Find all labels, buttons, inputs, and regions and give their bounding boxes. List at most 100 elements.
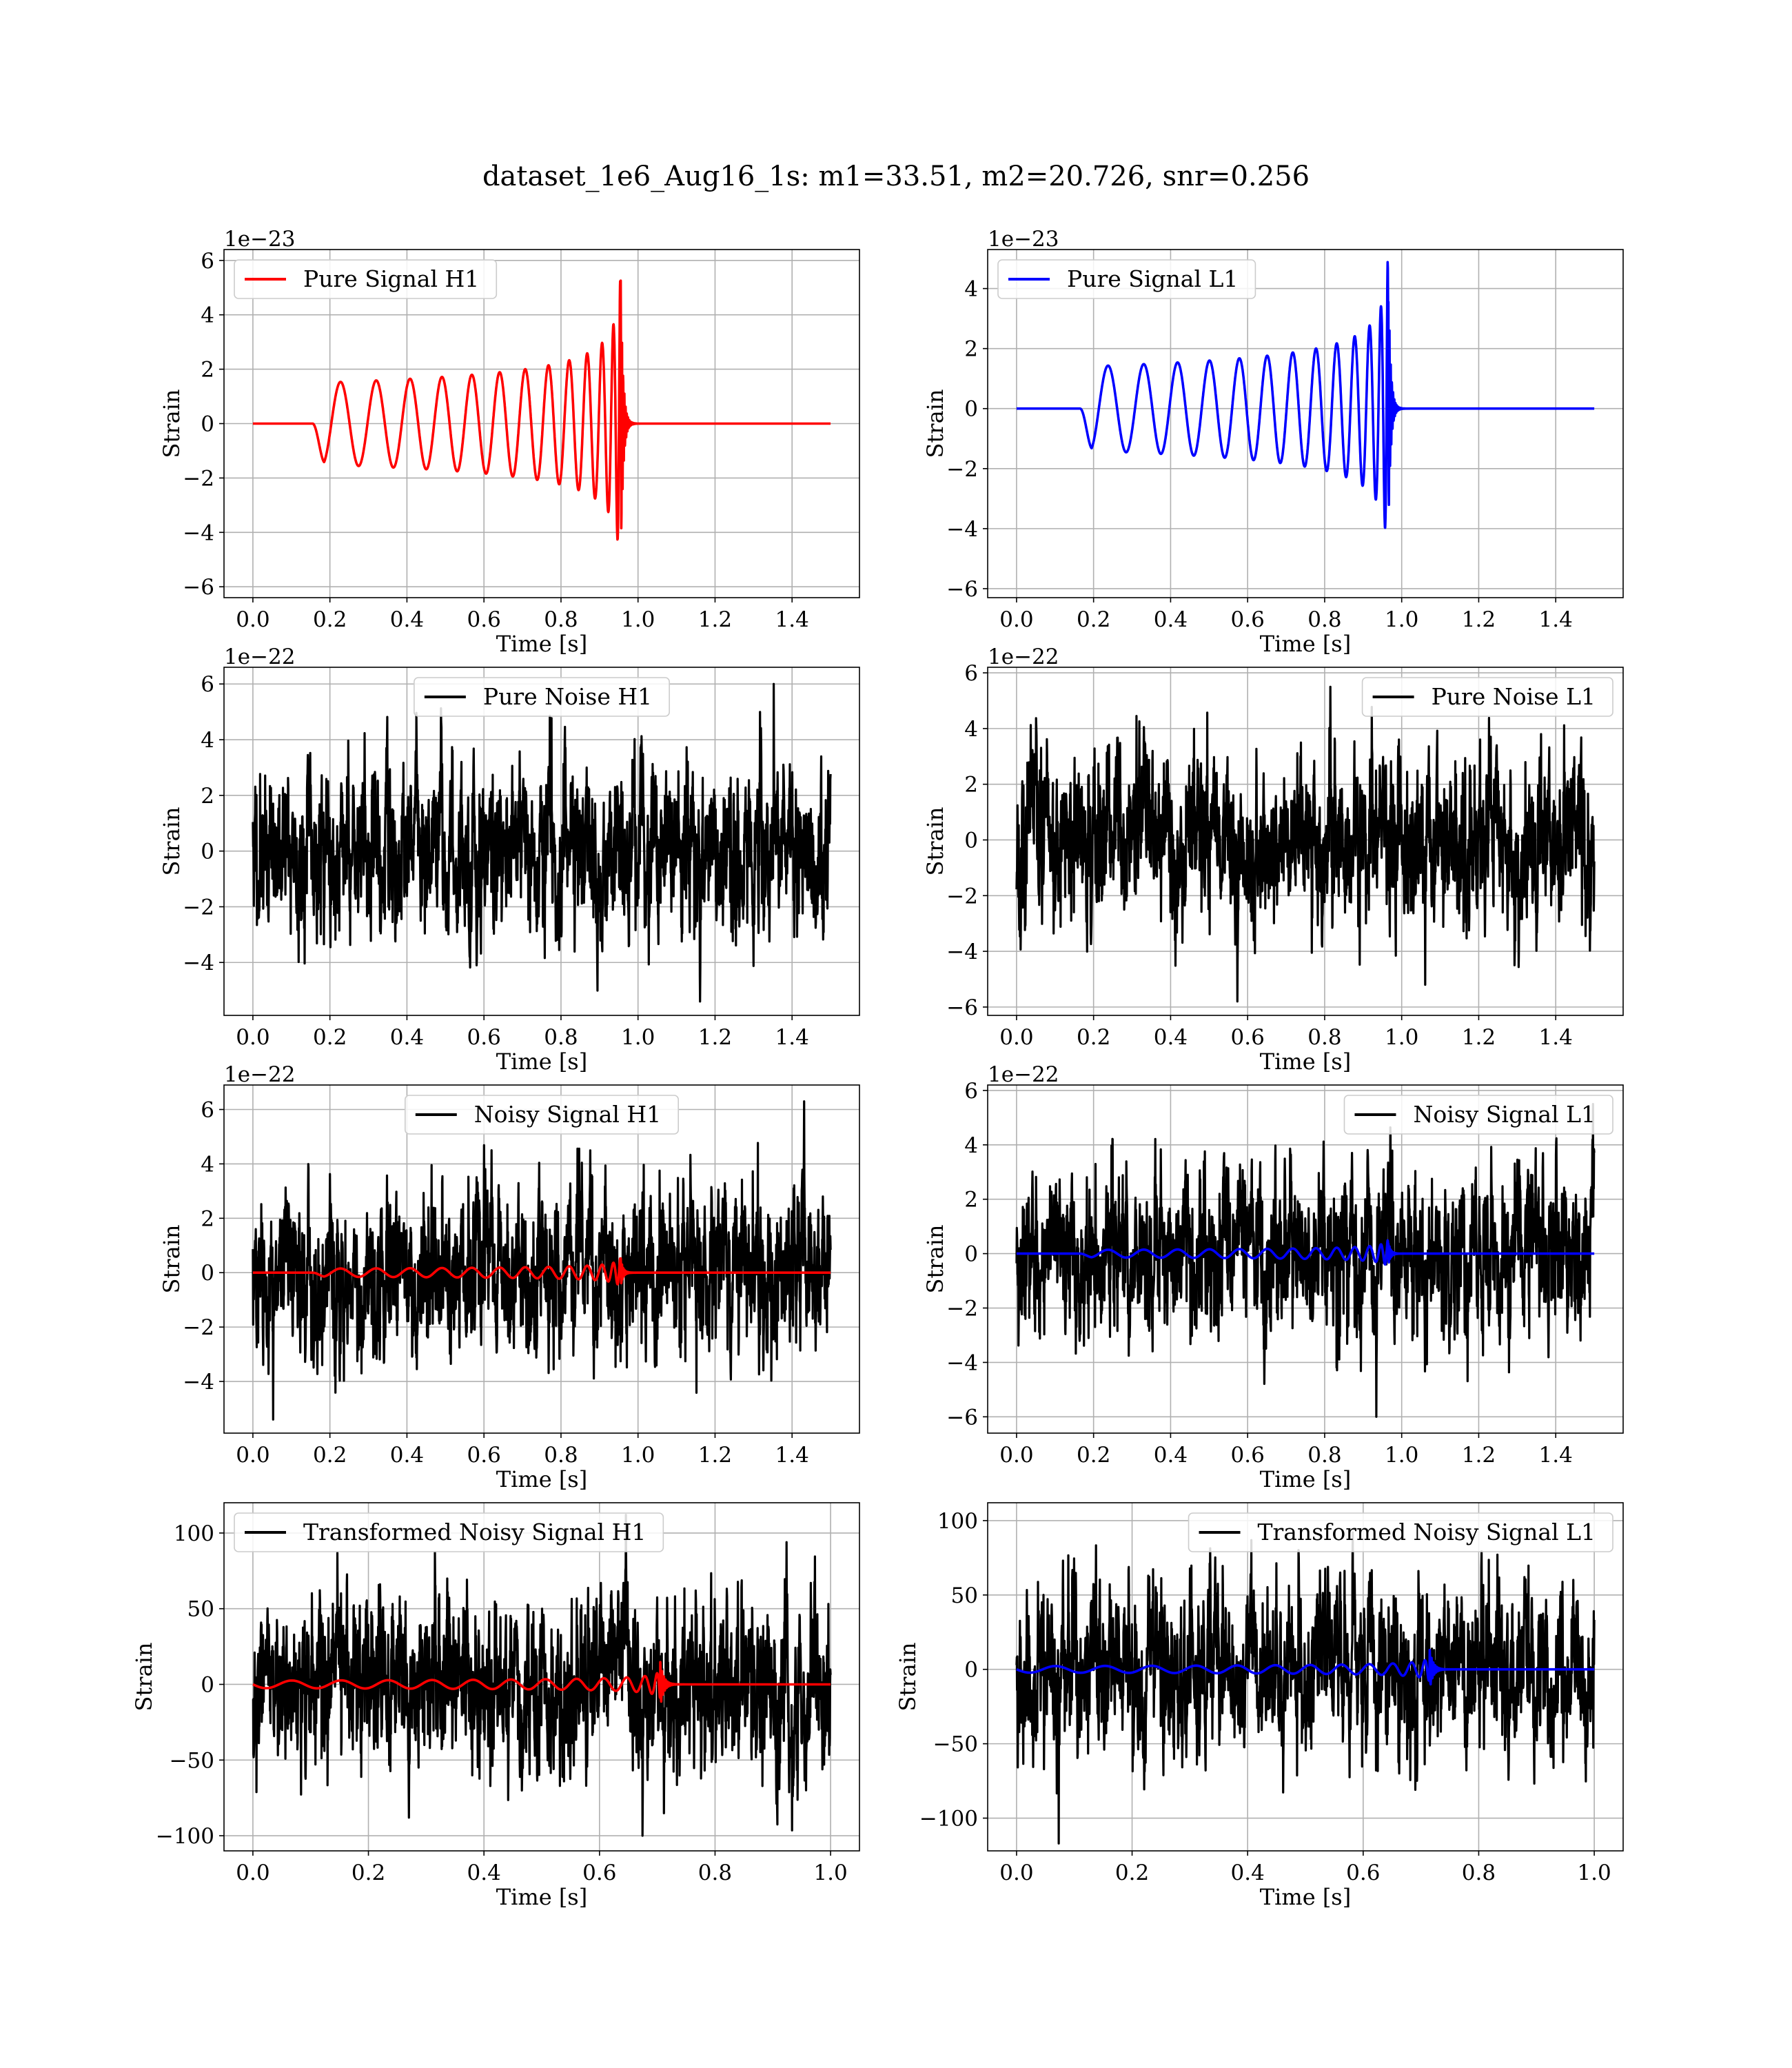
y-tick-label: 0	[964, 1658, 978, 1683]
y-tick-label: 4	[201, 303, 214, 328]
axes-frame	[987, 249, 1624, 598]
y-tick-label: −50	[170, 1748, 214, 1773]
x-axis-label: Time [s]	[496, 1466, 587, 1492]
x-tick-label: 0.0	[236, 1861, 269, 1885]
x-tick-label: 0.4	[390, 607, 424, 632]
x-tick-label: 0.6	[1231, 607, 1265, 632]
legend: Transformed Noisy Signal H1	[234, 1512, 664, 1552]
y-tick-label: −4	[946, 1350, 978, 1375]
subplot-transformed_noisy_signal_h1: 0.0 0.2 0.4 0.6 0.8 1.0 −100 −50 0 50 100 Time [s] S…	[131, 1502, 860, 1910]
y-tick-label: −50	[933, 1732, 978, 1757]
y-tick-label: 2	[964, 1188, 978, 1213]
legend: Transformed Noisy Signal L1	[1188, 1512, 1613, 1552]
x-tick-label: 1.0	[813, 1861, 847, 1885]
x-tick-label: 0.0	[236, 1025, 269, 1050]
x-axis-label: Time [s]	[496, 1884, 587, 1910]
x-axis-label: Time [s]	[496, 631, 587, 657]
legend: Pure Signal L1	[997, 259, 1256, 299]
axes-frame	[223, 1502, 860, 1852]
y-tick-label: 2	[201, 1206, 214, 1231]
y-tick-label: 0	[964, 1242, 978, 1267]
y-axis-label: Strain	[922, 389, 948, 458]
x-axis-label: Time [s]	[496, 1048, 587, 1075]
y-tick-label: −6	[946, 995, 978, 1020]
axes-frame	[223, 1084, 860, 1434]
y-axis-label: Strain	[159, 389, 185, 458]
noise-series-line	[252, 1100, 832, 1421]
axis-offset-label: 1e−22	[988, 645, 1059, 669]
x-tick-label: 1.4	[1539, 607, 1573, 632]
y-tick-label: 2	[201, 358, 214, 383]
y-axis-label: Strain	[895, 1643, 921, 1712]
signal-series-line	[1015, 1648, 1596, 1686]
x-tick-label: 0.8	[1307, 607, 1341, 632]
x-tick-label: 0.2	[1077, 607, 1110, 632]
y-tick-label: −100	[919, 1807, 978, 1832]
plot-area	[988, 250, 1623, 598]
x-tick-label: 0.0	[999, 1025, 1033, 1050]
x-tick-label: 0.4	[1154, 1443, 1188, 1468]
y-tick-label: 2	[964, 773, 978, 798]
noise-series-line	[1015, 1531, 1596, 1845]
legend-box	[1188, 1512, 1613, 1552]
y-axis-label: Strain	[131, 1643, 157, 1712]
subplot-grid: 0.0 0.2 0.4 0.6 0.8 1.0 1.2 1.4 −6 −4 −2 0 2 4 6 Time […	[131, 227, 1624, 1910]
axis-offset-label: 1e−22	[224, 645, 296, 669]
x-tick-label: 0.6	[1231, 1443, 1265, 1468]
legend-box	[997, 259, 1256, 299]
x-tick-label: 0.6	[467, 1443, 501, 1468]
y-tick-label: 4	[201, 1152, 214, 1177]
y-tick-label: −2	[946, 1297, 978, 1321]
axis-offset-label: 1e−23	[224, 227, 296, 252]
x-tick-label: 1.4	[1539, 1443, 1573, 1468]
subplot-transformed_noisy_signal_l1: 0.0 0.2 0.4 0.6 0.8 1.0 −100 −50 0 50 100 Time [s] S…	[895, 1502, 1624, 1910]
x-tick-label: 0.4	[1154, 607, 1188, 632]
x-tick-label: 1.0	[621, 607, 655, 632]
y-axis-label: Strain	[922, 1225, 948, 1294]
legend: Noisy Signal L1	[1343, 1095, 1613, 1135]
x-tick-label: 0.4	[467, 1861, 501, 1885]
subplot-noisy_signal_l1: 0.0 0.2 0.4 0.6 0.8 1.0 1.2 1.4 −6 −4 −2 0 2 4 6 Time […	[922, 1062, 1624, 1492]
y-tick-label: −4	[946, 940, 978, 964]
axis-offset-label: 1e−23	[988, 227, 1059, 252]
legend: Pure Signal H1	[234, 259, 498, 299]
x-tick-label: 0.4	[390, 1025, 424, 1050]
legend-box	[1361, 677, 1613, 717]
legend: Pure Noise L1	[1361, 677, 1613, 717]
x-tick-label: 0.4	[1231, 1861, 1265, 1885]
y-tick-label: 6	[201, 672, 214, 697]
signal-series-line	[252, 1257, 832, 1286]
legend-label: Pure Signal H1	[303, 265, 479, 292]
y-tick-label: −6	[946, 577, 978, 602]
legend-box	[414, 677, 670, 717]
x-tick-label: 0.6	[467, 1025, 501, 1050]
x-tick-label: 0.6	[1346, 1861, 1380, 1885]
y-tick-label: 4	[964, 717, 978, 742]
x-tick-label: 1.4	[775, 607, 809, 632]
y-tick-label: −6	[183, 575, 214, 600]
x-tick-label: 1.0	[1385, 1025, 1418, 1050]
legend: Pure Noise H1	[414, 677, 670, 717]
x-tick-label: 0.8	[1307, 1443, 1341, 1468]
x-tick-label: 1.2	[698, 1025, 732, 1050]
y-axis-label: Strain	[159, 1225, 185, 1294]
x-tick-label: 0.0	[236, 607, 269, 632]
legend-label: Noisy Signal H1	[474, 1101, 661, 1128]
y-tick-label: 0	[201, 1261, 214, 1286]
y-tick-label: −4	[183, 951, 214, 975]
y-tick-label: 0	[201, 1672, 214, 1697]
legend-label: Noisy Signal L1	[1413, 1101, 1596, 1128]
x-tick-label: 0.0	[999, 1861, 1033, 1885]
axes-frame	[223, 667, 860, 1016]
axes-frame	[987, 1502, 1624, 1852]
x-axis-label: Time [s]	[1260, 1048, 1351, 1075]
x-tick-label: 0.0	[999, 1443, 1033, 1468]
noise-series-line	[1015, 685, 1596, 1003]
x-tick-label: 1.2	[1462, 1025, 1496, 1050]
noise-series-line	[252, 682, 832, 1003]
subplot-noisy_signal_h1: 0.0 0.2 0.4 0.6 0.8 1.0 1.2 1.4 −4 −2 0 2 4 6 Time [s]…	[159, 1062, 860, 1492]
legend-label: Transformed Noisy Signal H1	[303, 1519, 646, 1545]
axes-frame	[987, 667, 1624, 1016]
x-tick-label: 0.8	[544, 1443, 578, 1468]
